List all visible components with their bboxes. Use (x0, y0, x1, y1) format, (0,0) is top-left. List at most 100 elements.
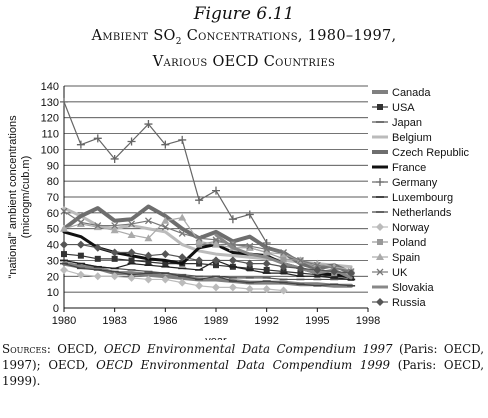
data-point-norway (161, 275, 170, 284)
data-point-spain (195, 237, 204, 245)
data-point-usa (213, 262, 219, 269)
data-point-uk (60, 207, 68, 215)
data-point-norway (178, 278, 187, 287)
legend-label-usa: USA (392, 102, 415, 114)
figure-number: Figure 6.11 (193, 4, 295, 24)
data-point-usa (280, 268, 287, 275)
y-tick-label: 50 (47, 224, 59, 236)
data-point-poland (196, 241, 203, 248)
x-tick-label: 1980 (52, 315, 76, 327)
data-point-spain (127, 231, 136, 239)
series-line-uk (63, 210, 352, 273)
data-point-norway (212, 283, 220, 292)
data-point-russia (262, 259, 271, 268)
legend-marker-spain (376, 253, 384, 260)
data-point-russia (296, 264, 305, 273)
y-axis-title: "national" ambient concentrations(microg… (7, 115, 32, 279)
data-point-russia (347, 269, 356, 278)
data-point-spain (178, 213, 187, 221)
sources-label: Sources: (2, 342, 51, 356)
sources-text-3: (Paris: OECD, 1999). (2, 358, 484, 388)
so2-line-chart: 0 10 20 30 40 50 60 70 80 90 100 110 120 130 140 1980 19… (7, 81, 470, 340)
figure-title: Ambient SO2 Concentrations, 1980–1997, V… (0, 26, 488, 72)
sources-text-2: (Paris: OECD, 1997); OECD, (2, 342, 484, 372)
y-tick-label: 70 (47, 192, 59, 204)
legend-label-poland: Poland (392, 237, 426, 249)
data-point-spain (144, 234, 153, 242)
data-point-russia (110, 248, 119, 257)
data-point-uk (77, 218, 85, 226)
data-point-norway (195, 281, 204, 290)
data-point-germany (245, 210, 254, 219)
x-tick-label: 1998 (356, 315, 380, 327)
y-tick-label: 120 (41, 113, 59, 125)
series-norway (60, 265, 288, 295)
data-point-usa (331, 273, 338, 280)
series-germany (60, 97, 271, 247)
legend-marker-germany (376, 178, 384, 186)
data-point-germany (127, 137, 136, 146)
y-tick-label: 20 (47, 271, 59, 283)
data-point-usa (145, 259, 152, 266)
data-point-russia (161, 250, 170, 259)
data-point-russia (195, 256, 204, 265)
data-point-russia (330, 267, 339, 276)
series-line-czech-republic (62, 204, 354, 276)
y-tick-label: 90 (47, 160, 59, 172)
data-point-usa (94, 255, 101, 262)
y-tick-label: 10 (47, 287, 59, 299)
data-point-usa (314, 271, 321, 278)
data-point-norway (228, 283, 237, 292)
data-point-russia (127, 248, 136, 257)
data-point-uk (296, 256, 304, 264)
legend-label-uk: UK (392, 267, 408, 279)
legend-marker-poland (377, 239, 383, 245)
legend-label-slovakia: Slovakia (392, 282, 434, 294)
data-point-norway (60, 265, 68, 274)
legend-label-canada: Canada (392, 87, 431, 99)
legend-label-spain: Spain (392, 252, 420, 264)
data-point-uk (94, 222, 102, 230)
y-tick-label: 0 (53, 303, 59, 315)
x-tick-label: 1986 (153, 315, 177, 327)
sources-text-1: OECD, (50, 342, 104, 356)
legend-label-france: France (392, 162, 426, 174)
data-point-germany (228, 215, 237, 224)
x-tick-label: 1995 (305, 315, 329, 327)
data-point-usa (111, 255, 118, 262)
data-point-uk (111, 222, 119, 230)
data-point-norway (144, 275, 153, 284)
data-point-usa (77, 252, 84, 259)
data-point-uk (178, 230, 186, 237)
data-point-uk (246, 242, 254, 250)
data-point-uk (280, 249, 288, 256)
data-point-russia (228, 256, 237, 265)
data-point-germany (262, 238, 271, 247)
legend-label-norway: Norway (392, 222, 430, 234)
data-point-russia (178, 253, 187, 262)
data-point-norway (76, 270, 85, 279)
data-point-norway (93, 272, 102, 281)
y-tick-label: 130 (41, 97, 59, 109)
data-point-germany (212, 186, 220, 195)
y-tick-label: 60 (47, 208, 59, 220)
x-tick-label: 1989 (204, 315, 228, 327)
data-point-russia (76, 240, 85, 249)
data-point-usa (128, 257, 135, 264)
sources-note: Sources: OECD, OECD Environmental Data C… (2, 341, 484, 389)
data-point-spain (110, 226, 119, 234)
data-point-russia (60, 240, 68, 249)
data-point-usa (162, 260, 169, 267)
legend-label-luxembourg: Luxembourg (392, 192, 453, 204)
title-line-2: Various OECD Countries (152, 53, 336, 70)
data-point-spain (161, 216, 170, 224)
legend-label-russia: Russia (392, 297, 427, 309)
data-point-norway (245, 284, 254, 293)
data-point-germany (76, 140, 85, 149)
y-tick-label: 40 (47, 240, 59, 252)
title-part-1: Ambient SO (91, 28, 176, 44)
legend-label-czech-republic: Czech Republic (392, 147, 470, 159)
series-russia (60, 240, 356, 278)
series-czech-republic (62, 204, 354, 276)
data-point-germany (161, 140, 170, 149)
